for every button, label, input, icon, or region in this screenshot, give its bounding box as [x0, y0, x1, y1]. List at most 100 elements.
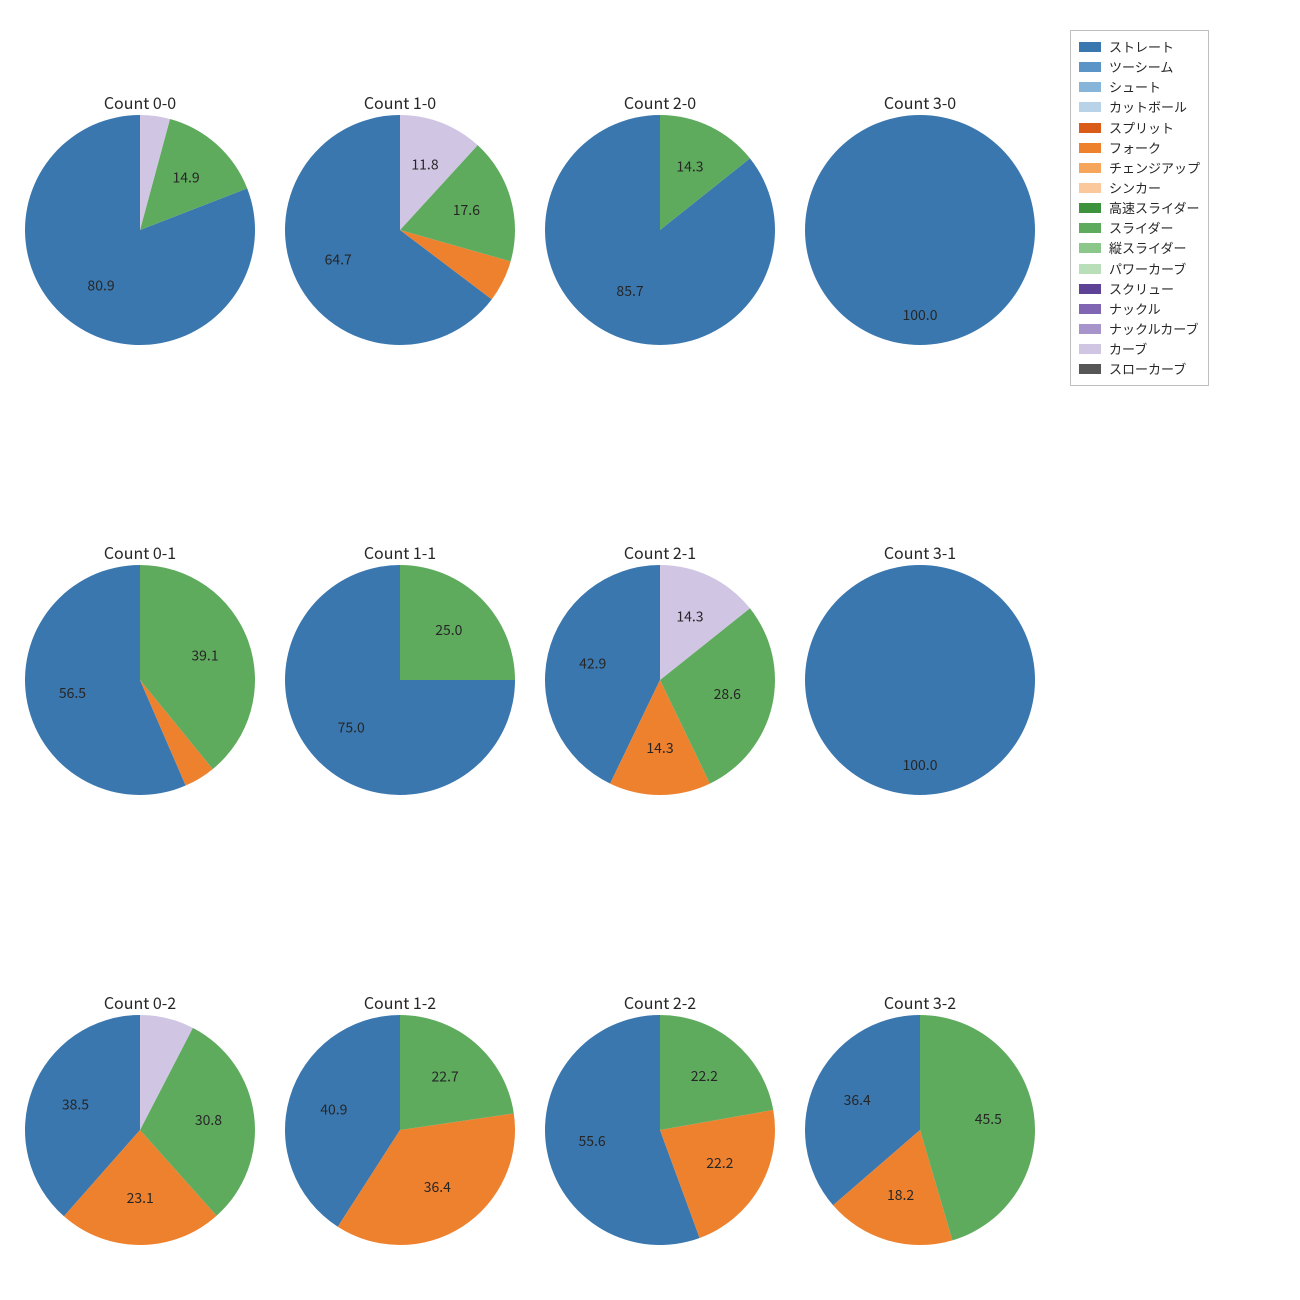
- legend-label: パワーカーブ: [1109, 259, 1186, 279]
- slice-label: 38.5: [62, 1094, 89, 1114]
- legend-item: パワーカーブ: [1079, 259, 1200, 279]
- legend-swatch: [1079, 223, 1101, 233]
- slice-label: 11.8: [411, 154, 438, 174]
- legend-item: フォーク: [1079, 138, 1200, 158]
- legend-swatch: [1079, 304, 1101, 314]
- legend-item: チェンジアップ: [1079, 158, 1200, 178]
- slice-label: 23.1: [127, 1188, 154, 1208]
- chart-title: Count 1-0: [364, 90, 436, 114]
- legend-swatch: [1079, 82, 1101, 92]
- legend-item: 高速スライダー: [1079, 198, 1200, 218]
- legend-item: カーブ: [1079, 339, 1200, 359]
- legend-label: シュート: [1109, 77, 1161, 97]
- legend-item: カットボール: [1079, 97, 1200, 117]
- chart-title: Count 0-0: [104, 90, 176, 114]
- legend-label: シンカー: [1109, 178, 1161, 198]
- slice-label: 80.9: [87, 276, 114, 296]
- slice-label: 55.6: [578, 1131, 605, 1151]
- legend-item: ナックル: [1079, 299, 1200, 319]
- legend-swatch: [1079, 62, 1101, 72]
- slice-label: 45.5: [975, 1109, 1002, 1129]
- legend-label: カーブ: [1109, 339, 1147, 359]
- legend-swatch: [1079, 203, 1101, 213]
- slice-label: 22.2: [706, 1153, 733, 1173]
- legend-label: スプリット: [1109, 118, 1174, 138]
- slice-label: 36.4: [844, 1090, 871, 1110]
- slice-label: 56.5: [59, 683, 86, 703]
- chart-title: Count 2-0: [624, 90, 696, 114]
- pie-chart: 64.7 17.6 11.8: [285, 115, 515, 345]
- slice-label: 25.0: [435, 620, 462, 640]
- chart-title: Count 3-1: [884, 540, 956, 564]
- chart-title: Count 2-2: [624, 990, 696, 1014]
- pie-chart: 42.9 14.3 28.6 14.3: [545, 565, 775, 795]
- legend-item: 縦スライダー: [1079, 238, 1200, 258]
- slice-label: 17.6: [453, 200, 480, 220]
- legend-label: フォーク: [1109, 138, 1161, 158]
- slice-label: 30.8: [195, 1110, 222, 1130]
- legend-label: チェンジアップ: [1109, 158, 1200, 178]
- legend-swatch: [1079, 344, 1101, 354]
- pie-chart: 75.0 25.0: [285, 565, 515, 795]
- slice-label: 100.0: [903, 755, 938, 775]
- slice-label: 18.2: [887, 1185, 914, 1205]
- legend-label: ツーシーム: [1109, 57, 1173, 77]
- legend-swatch: [1079, 163, 1101, 173]
- slice-label: 75.0: [338, 718, 365, 738]
- slice-label: 14.9: [173, 167, 200, 187]
- legend-item: ナックルカーブ: [1079, 319, 1200, 339]
- pie-chart: 38.5 23.1 30.8: [25, 1015, 255, 1245]
- chart-title: Count 1-2: [364, 990, 436, 1014]
- legend: ストレートツーシームシュートカットボールスプリットフォークチェンジアップシンカー…: [1070, 30, 1209, 386]
- chart-title: Count 0-2: [104, 990, 176, 1014]
- legend-label: スローカーブ: [1109, 359, 1186, 379]
- pie-chart: 40.9 36.4 22.7: [285, 1015, 515, 1245]
- legend-item: スプリット: [1079, 118, 1200, 138]
- slice-label: 85.7: [616, 281, 643, 301]
- legend-label: 縦スライダー: [1109, 238, 1186, 258]
- pie-chart: 36.4 18.2 45.5: [805, 1015, 1035, 1245]
- legend-swatch: [1079, 264, 1101, 274]
- slice-label: 14.3: [676, 607, 703, 627]
- slice-label: 40.9: [320, 1099, 347, 1119]
- slice-label: 36.4: [424, 1177, 451, 1197]
- legend-item: ツーシーム: [1079, 57, 1200, 77]
- legend-item: スローカーブ: [1079, 359, 1200, 379]
- slice-label: 42.9: [579, 653, 606, 673]
- chart-title: Count 3-0: [884, 90, 956, 114]
- legend-swatch: [1079, 183, 1101, 193]
- legend-label: カットボール: [1109, 97, 1187, 117]
- legend-label: スクリュー: [1109, 279, 1174, 299]
- legend-item: スライダー: [1079, 218, 1200, 238]
- pie-chart: 56.5 39.1: [25, 565, 255, 795]
- legend-label: 高速スライダー: [1109, 198, 1199, 218]
- chart-title: Count 0-1: [104, 540, 176, 564]
- pie-chart: 85.7 14.3: [545, 115, 775, 345]
- slice-label: 28.6: [714, 684, 741, 704]
- chart-title: Count 2-1: [624, 540, 696, 564]
- legend-item: ストレート: [1079, 37, 1200, 57]
- legend-swatch: [1079, 102, 1101, 112]
- legend-swatch: [1079, 143, 1101, 153]
- legend-swatch: [1079, 284, 1101, 294]
- chart-title: Count 1-1: [364, 540, 436, 564]
- legend-item: スクリュー: [1079, 279, 1200, 299]
- legend-item: シュート: [1079, 77, 1200, 97]
- legend-label: ナックル: [1109, 299, 1161, 319]
- slice-label: 14.3: [646, 738, 673, 758]
- pie-chart: 100.0: [805, 565, 1035, 795]
- pie-chart: 100.0: [805, 115, 1035, 345]
- pie-chart: 80.9 14.9: [25, 115, 255, 345]
- slice-label: 64.7: [325, 250, 352, 270]
- legend-item: シンカー: [1079, 178, 1200, 198]
- slice-label: 14.3: [676, 157, 703, 177]
- legend-label: スライダー: [1109, 218, 1173, 238]
- slice-label: 100.0: [903, 305, 938, 325]
- pie-chart: 55.6 22.2 22.2: [545, 1015, 775, 1245]
- charts-grid: Count 0-0 80.9 14.9 Count 1-0 64.7 17.6 11.8 Co…: [0, 0, 1300, 1300]
- slice-label: 22.2: [691, 1066, 718, 1086]
- legend-swatch: [1079, 324, 1101, 334]
- slice-label: 22.7: [432, 1067, 459, 1087]
- legend-swatch: [1079, 364, 1101, 374]
- slice-label: 39.1: [191, 646, 218, 666]
